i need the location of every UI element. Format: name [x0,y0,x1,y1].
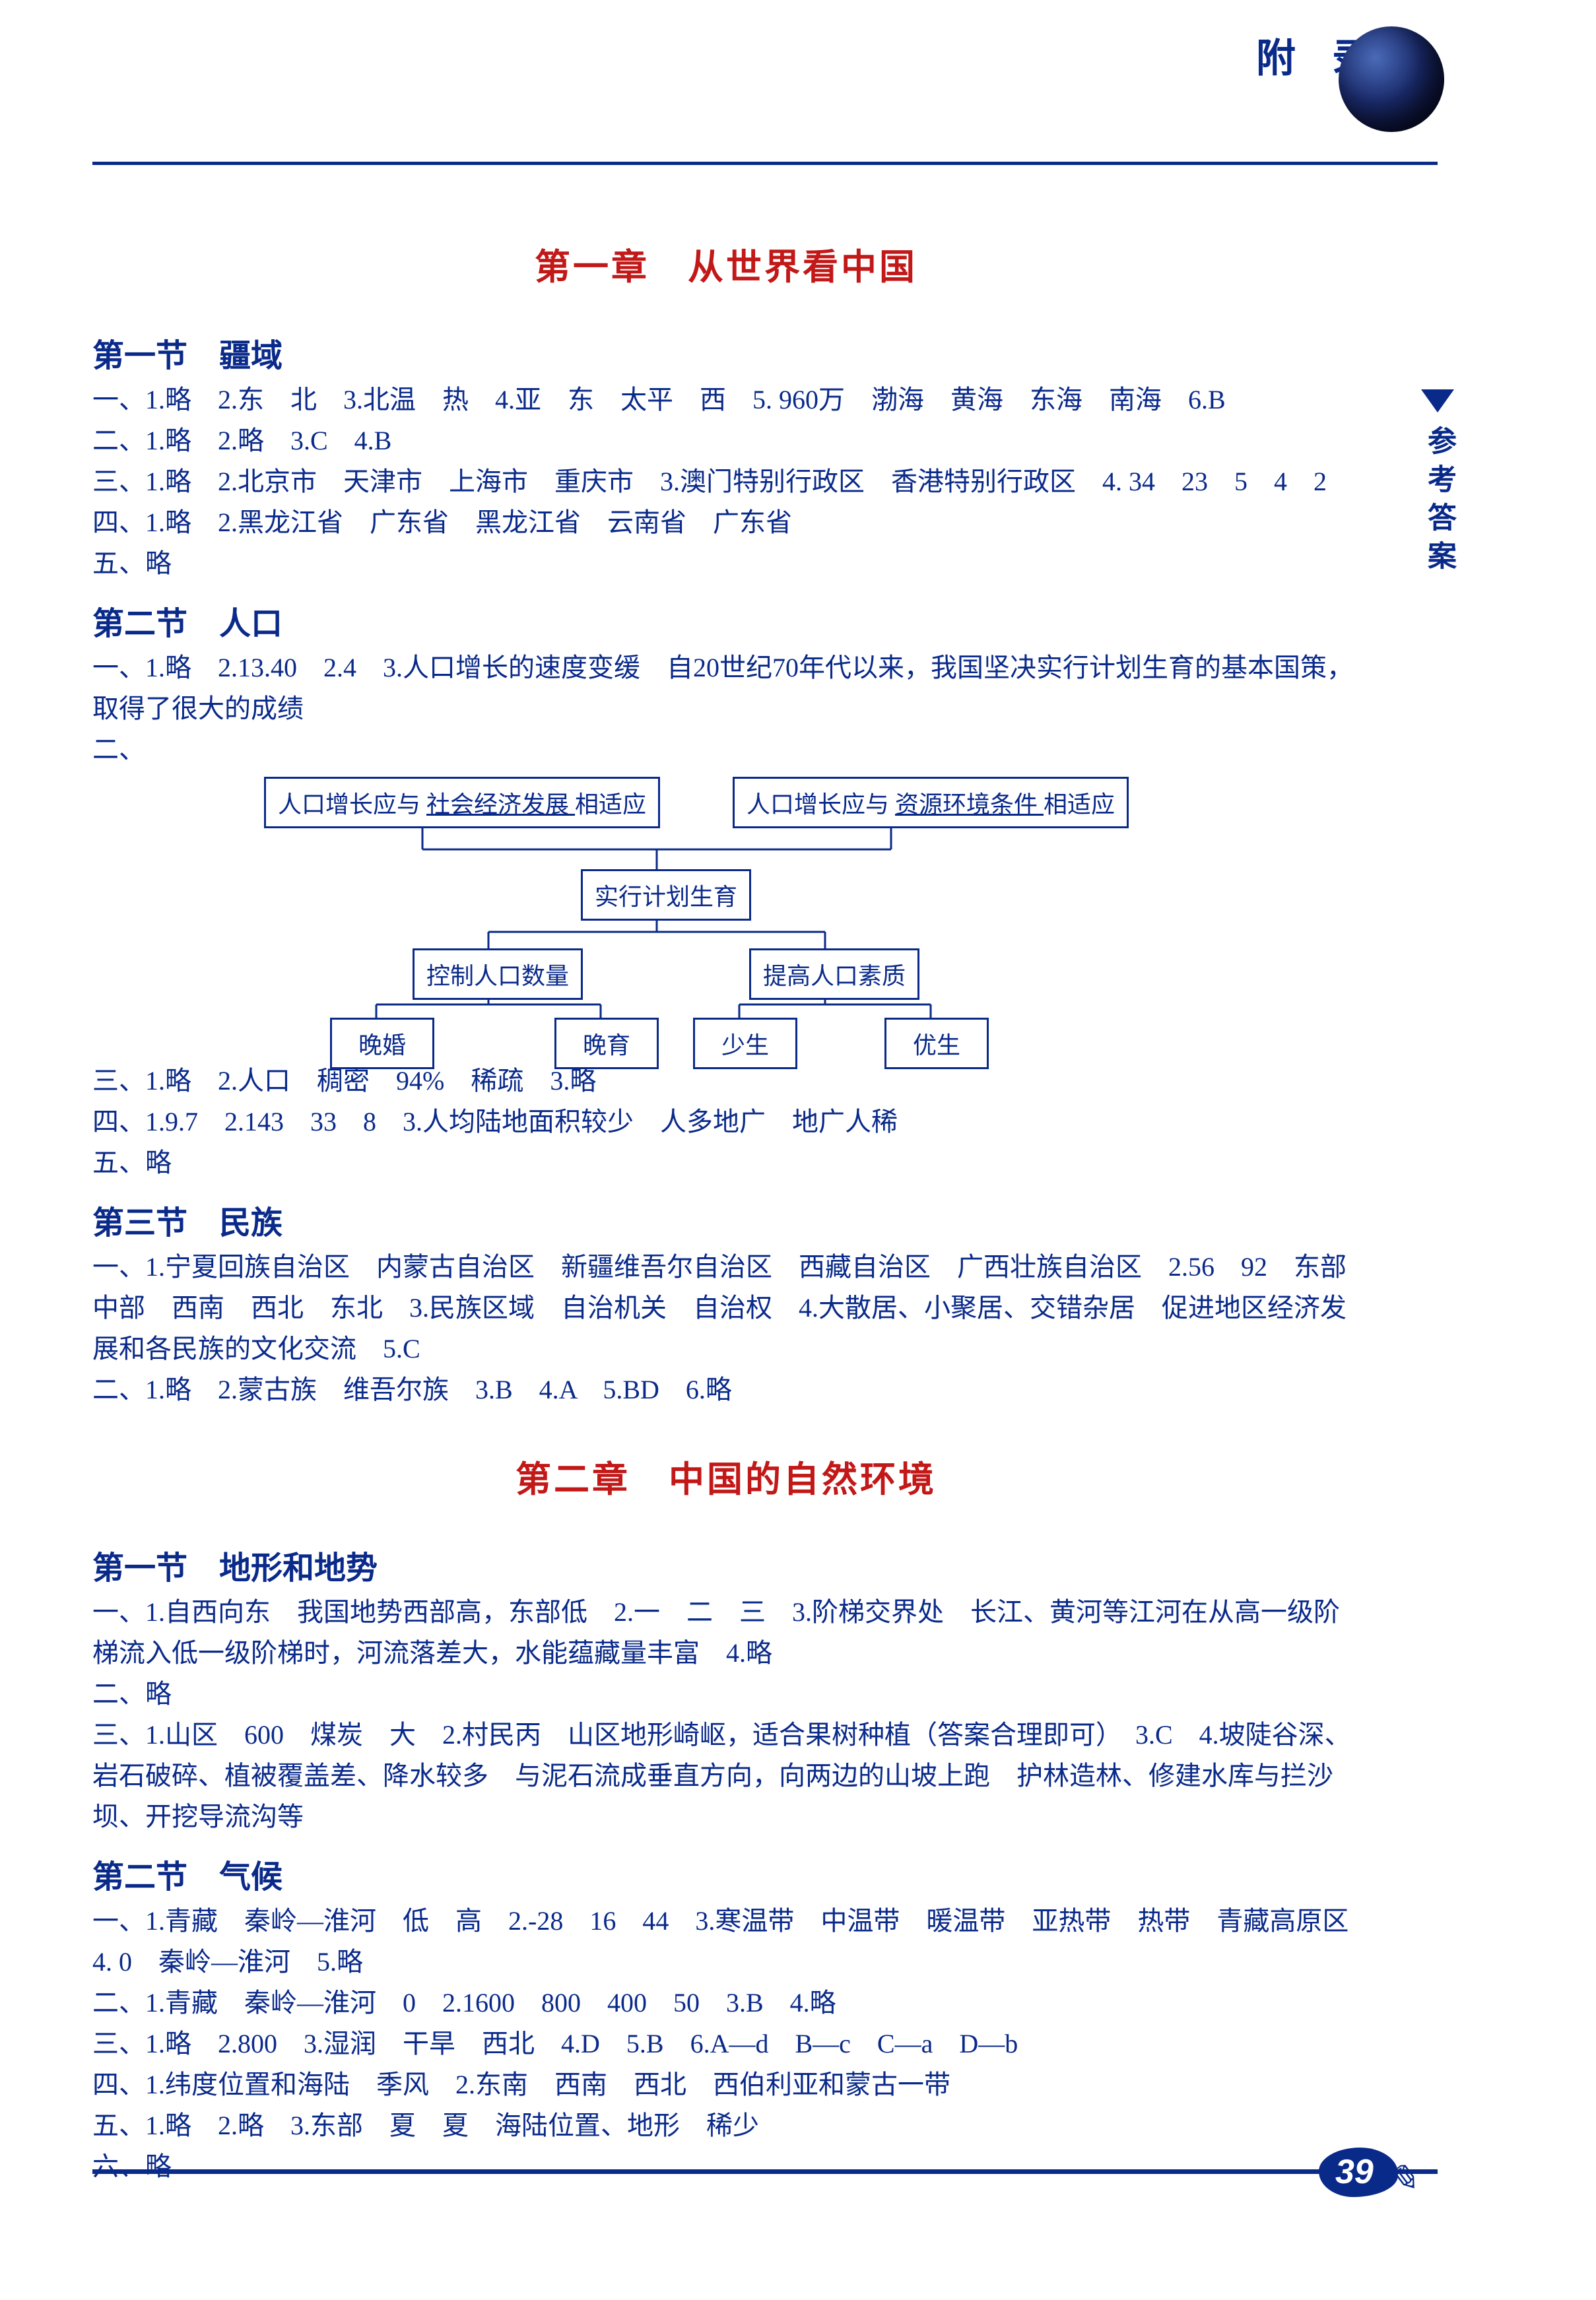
side-label-text: 参考答案 [1418,426,1460,579]
diagram-box-9: 优生 [884,1018,989,1069]
c2s2-l5: 五、1.略 2.略 3.东部 夏 夏 海陆位置、地形 稀少 [92,2105,1360,2146]
header-rule [92,66,1438,165]
c1s2-l1: 一、1.略 2.13.40 2.4 3.人口增长的速度变缓 自20世纪70年代以… [92,647,1360,729]
c1s3-title: 第三节 民族 [92,1197,1360,1243]
c2s2-l2: 二、1.青藏 秦岭—淮河 0 2.1600 800 400 50 3.B 4.略 [92,1983,1360,2023]
c2s1-l3: 三、1.山区 600 煤炭 大 2.村民丙 山区地形崎岖，适合果树种植（答案合理… [92,1715,1360,1837]
c2s2-l3: 三、1.略 2.800 3.湿润 干旱 西北 4.D 5.B 6.A—d B—c… [92,2023,1360,2064]
population-diagram: 人口增长应与 社会经济发展 相适应 人口增长应与 资源环境条件 相适应 实行计划… [224,777,1162,1054]
c2s2-l6: 六、略 [92,2146,1360,2187]
triangle-icon [1421,389,1454,412]
page-badge: 39 ✎ [1319,2144,1424,2200]
content: 第一章 从世界看中国 第一节 疆域 一、1.略 2.东 北 3.北温 热 4.亚… [92,238,1360,2187]
c1s2-l4: 四、1.9.7 2.143 33 8 3.人均陆地面积较少 人多地广 地广人稀 [92,1101,1360,1142]
footer-rule [92,2169,1438,2174]
d1c: 相适应 [575,791,646,818]
d2a: 人口增长应与 [747,791,895,818]
c1s1-title: 第一节 疆域 [92,329,1360,376]
diagram-box-7: 晚育 [554,1018,659,1069]
c1s1-l1: 一、1.略 2.东 北 3.北温 热 4.亚 东 太平 西 5. 960万 渤海… [92,379,1360,420]
c2s1-l1: 一、1.自西向东 我国地势西部高，东部低 2.一 二 三 3.阶梯交界处 长江、… [92,1592,1360,1674]
c1s2-l5: 五、略 [92,1142,1360,1183]
d1a: 人口增长应与 [278,791,426,818]
c2s1-title: 第一节 地形和地势 [92,1542,1360,1588]
page-number: 39 [1335,2152,1374,2192]
d2b: 资源环境条件 [895,791,1044,818]
c1s3-l1: 一、1.宁夏回族自治区 内蒙古自治区 新疆维吾尔自治区 西藏自治区 广西壮族自治… [92,1247,1360,1369]
d1b: 社会经济发展 [426,791,575,818]
diagram-box-5: 提高人口素质 [749,948,919,1000]
c1s2-title: 第二节 人口 [92,597,1360,643]
side-label: 参考答案 [1418,389,1457,579]
c1s1-l3: 三、1.略 2.北京市 天津市 上海市 重庆市 3.澳门特别行政区 香港特别行政… [92,461,1360,502]
diagram-box-6: 晚婚 [330,1018,434,1069]
chapter-2-title: 第二章 中国的自然环境 [92,1450,1360,1502]
c1s2-l2: 二、 [92,729,1360,770]
diagram-box-8: 少生 [693,1018,797,1069]
globe-icon [1339,26,1444,132]
c2s2-l4: 四、1.纬度位置和海陆 季风 2.东南 西南 西北 西伯利亚和蒙古一带 [92,2064,1360,2105]
diagram-box-3: 实行计划生育 [581,869,751,921]
c1s1-l4: 四、1.略 2.黑龙江省 广东省 黑龙江省 云南省 广东省 [92,502,1360,543]
chapter-1-title: 第一章 从世界看中国 [92,238,1360,290]
diagram-box-2: 人口增长应与 资源环境条件 相适应 [733,777,1129,828]
diagram-box-1: 人口增长应与 社会经济发展 相适应 [264,777,660,828]
d2c: 相适应 [1044,791,1115,818]
c1s1-l5: 五、略 [92,543,1360,584]
c2s2-title: 第二节 气候 [92,1851,1360,1897]
c2s1-l2: 二、略 [92,1674,1360,1715]
c1s3-l2: 二、1.略 2.蒙古族 维吾尔族 3.B 4.A 5.BD 6.略 [92,1369,1360,1410]
c1s1-l2: 二、1.略 2.略 3.C 4.B [92,420,1360,461]
diagram-box-4: 控制人口数量 [413,948,583,1000]
c2s2-l1: 一、1.青藏 秦岭—淮河 低 高 2.-28 16 44 3.寒温带 中温带 暖… [92,1901,1360,1983]
scribble-icon: ✎ [1387,2157,1418,2200]
